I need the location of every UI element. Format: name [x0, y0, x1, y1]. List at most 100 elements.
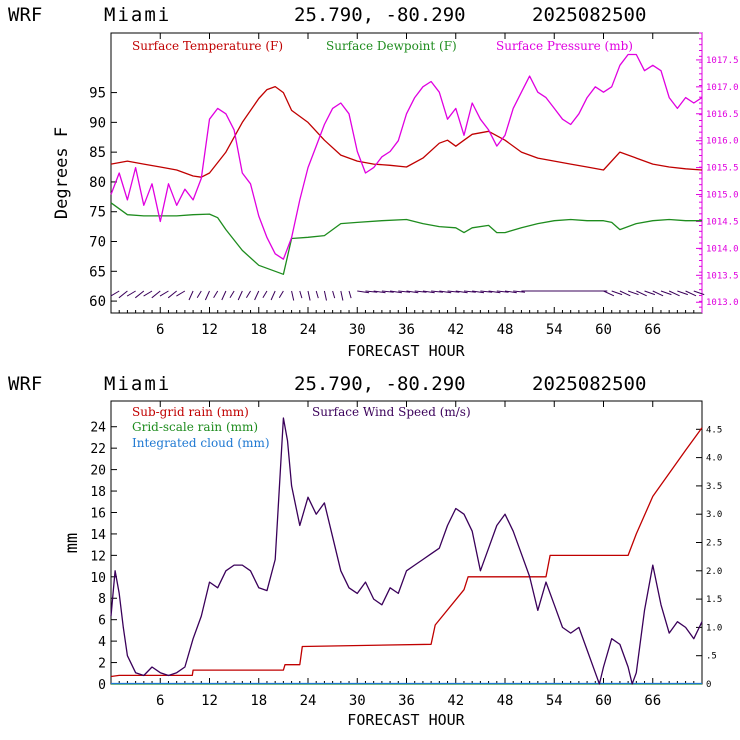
legend-gridscale-rain: Grid-scale rain (mm)	[132, 420, 258, 434]
bottom-x-tick-label: 42	[447, 693, 464, 709]
wind-barb	[603, 290, 615, 297]
surface-dewpoint-f-line	[110, 202, 702, 275]
top-x-tick-label: 42	[447, 322, 464, 338]
bottom-y2-tick-label: 0	[706, 680, 711, 690]
wind-barb	[204, 290, 210, 301]
bottom-y-tick-label: 22	[90, 442, 106, 457]
top-y2-tick-label: 1013.5	[706, 271, 739, 281]
wind-barb	[398, 290, 411, 293]
top-x-tick-label: 66	[644, 322, 661, 338]
top-y2-tick-label: 1017.5	[706, 56, 739, 66]
wind-barb	[677, 290, 688, 296]
bottom-x-axis-label: FORECAST HOUR	[347, 711, 465, 729]
wind-barb	[323, 290, 327, 301]
wind-barb	[270, 290, 276, 301]
wind-barb	[685, 290, 697, 297]
bottom-location: Miami	[104, 373, 171, 395]
wind-barb	[406, 290, 419, 294]
wind-barb	[213, 290, 219, 299]
bottom-y2-tick-label: 2.5	[706, 539, 722, 549]
wind-barb	[472, 290, 485, 294]
top-y-tick-label: 95	[89, 86, 106, 102]
wind-barb	[110, 290, 120, 297]
top-y2-tick-label: 1014.5	[706, 217, 739, 227]
top-right-axis: 1013.0 1013.5 1014.0 1014.5 1015.0 1015.5 1016…	[696, 32, 739, 313]
top-y2-tick-label: 1015.5	[706, 164, 739, 174]
wind-barb	[262, 290, 268, 299]
wind-barb	[447, 290, 460, 293]
top-y-axis: 60 65 70 75 80 85 90 95	[89, 86, 117, 310]
wind-barb	[245, 290, 251, 299]
bottom-y2-tick-label: 3.0	[706, 510, 722, 520]
bottom-y2-tick-label: 2.0	[706, 567, 722, 577]
bottom-y-tick-label: 16	[90, 506, 106, 521]
legend-dewpoint: Surface Dewpoint (F)	[326, 39, 457, 53]
bottom-y2-tick-label: 1.5	[706, 595, 722, 605]
wind-barb	[496, 290, 509, 293]
top-y-tick-label: 80	[89, 175, 106, 191]
wind-barb	[299, 290, 303, 299]
bottom-y-tick-label: 18	[90, 485, 106, 500]
wind-barb	[196, 290, 202, 299]
bottom-x-tick-label: 12	[201, 693, 218, 709]
wind-barb	[488, 290, 501, 294]
bottom-y2-tick-label: 3.5	[706, 482, 722, 492]
top-x-axis-label: FORECAST HOUR	[347, 342, 465, 360]
top-y-tick-label: 75	[89, 205, 106, 221]
wind-barb	[668, 290, 680, 297]
wind-barb	[126, 290, 136, 297]
bottom-y-tick-label: 2	[98, 657, 106, 672]
bottom-y-tick-label: 24	[90, 421, 106, 436]
wind-barb	[504, 290, 517, 294]
bottom-x-tick-label: 6	[156, 693, 164, 709]
bottom-y2-tick-label: 1.0	[706, 623, 722, 633]
top-y-tick-label: 65	[89, 264, 106, 280]
wind-barb	[439, 290, 452, 294]
top-y-tick-label: 60	[89, 294, 106, 310]
bottom-y2-tick-label: 4.5	[706, 425, 722, 435]
top-x-tick-label: 30	[349, 322, 366, 338]
top-y2-tick-label: 1013.0	[706, 298, 739, 308]
bottom-date: 2025082500	[532, 373, 646, 395]
bottom-right-axis: 0 .5 1.0 1.5 2.0 2.5 3.0 3.5 4.0 4.5	[696, 425, 722, 690]
precipitation-panel: 6 12 18 24 30 36 42 48 54 60 66 024681012141618202…	[62, 400, 722, 729]
legend-pressure: Surface Pressure (mb)	[496, 39, 633, 53]
wind-barb	[134, 290, 145, 299]
wind-barb	[332, 290, 336, 299]
bottom-y-tick-label: 8	[98, 592, 106, 607]
bottom-x-tick-label: 48	[497, 693, 514, 709]
wind-barb	[513, 290, 526, 293]
temperature-panel: 6 12 18 24 30 36 42 48 54 60 66 60 65 70 75 80 85 90 95 1…	[52, 32, 739, 360]
top-y2-tick-label: 1017.0	[706, 83, 739, 93]
wind-barb	[159, 290, 169, 297]
top-y2-tick-label: 1016.0	[706, 137, 739, 147]
top-x-tick-label: 54	[546, 322, 563, 338]
surface-temperature-f-line	[110, 85, 703, 178]
wind-barb	[188, 290, 194, 301]
wind-barb	[307, 290, 311, 301]
bottom-y-tick-label: 0	[98, 678, 106, 693]
bottom-x-tick-label: 30	[349, 693, 366, 709]
wind-barb	[652, 290, 664, 297]
top-x-tick-label: 12	[201, 322, 218, 338]
bottom-y-tick-label: 12	[90, 549, 106, 564]
top-x-tick-label: 24	[300, 322, 317, 338]
top-location: Miami	[104, 4, 171, 26]
bottom-x-tick-label: 18	[250, 693, 267, 709]
bottom-y-tick-label: 4	[98, 635, 106, 650]
top-x-axis: 6 12 18 24 30 36 42 48 54 60 66	[118, 33, 695, 338]
top-x-tick-label: 36	[398, 322, 415, 338]
bottom-coords: 25.790, -80.290	[294, 373, 466, 395]
wind-barb	[176, 290, 186, 297]
top-model: WRF	[8, 4, 42, 26]
wind-barb	[229, 290, 235, 299]
wind-barb	[348, 290, 352, 299]
bottom-y-tick-label: 14	[90, 528, 106, 543]
top-coords: 25.790, -80.290	[294, 4, 466, 26]
wind-barb	[357, 290, 370, 294]
sub-grid-rain-mm-line	[110, 427, 703, 678]
bottom-model: WRF	[8, 373, 42, 395]
top-y-tick-label: 85	[89, 145, 106, 161]
top-date: 2025082500	[532, 4, 646, 26]
